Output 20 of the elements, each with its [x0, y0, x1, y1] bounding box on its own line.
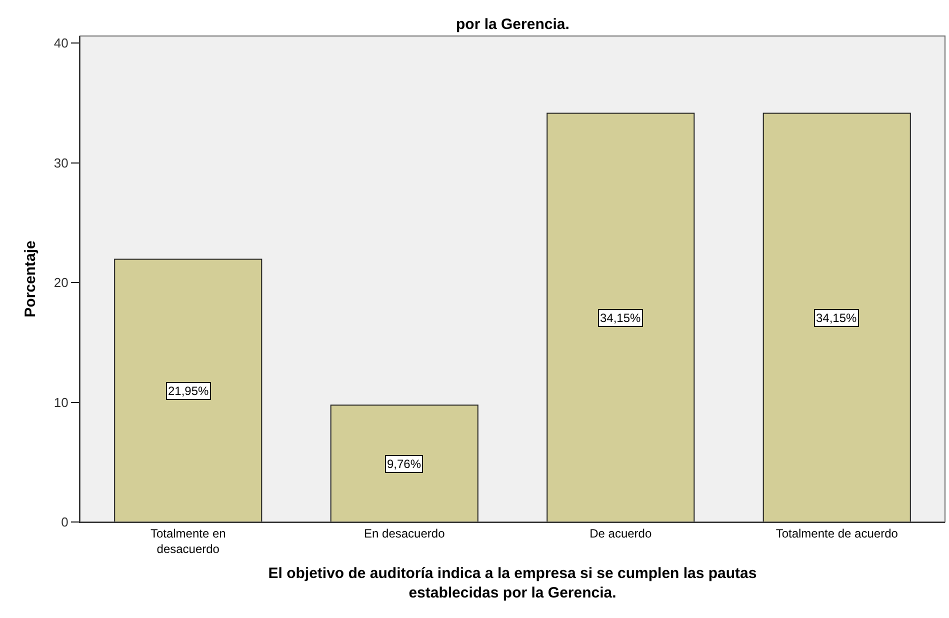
- bar: [330, 404, 478, 522]
- y-tick-label: 10: [54, 394, 68, 410]
- y-tick-label: 0: [61, 514, 68, 530]
- bar: [546, 112, 695, 522]
- data-label: 34,15%: [816, 311, 858, 325]
- x-tick-label: Totalmente en desacuerdo: [150, 526, 226, 556]
- y-tick-label: 40: [54, 36, 68, 51]
- data-label: 21,95%: [168, 384, 210, 398]
- x-axis-title: El objetivo de auditoría indica a la empresa si se cumplen las pautas establecidas por la Gerencia.: [268, 565, 757, 602]
- data-label: 34,15%: [600, 311, 642, 325]
- y-tick-label: 20: [54, 275, 68, 290]
- bar: [114, 258, 262, 522]
- data-label: 9,76%: [387, 457, 422, 471]
- y-tick-label: 30: [54, 155, 68, 170]
- chart-title: por la Gerencia.: [456, 16, 570, 33]
- x-tick-label: Totalmente de acuerdo: [776, 526, 898, 540]
- x-tick-label: En desacuerdo: [364, 526, 446, 540]
- bar: [762, 112, 911, 522]
- y-axis-title: Porcentaje: [22, 240, 40, 318]
- x-tick-label: De acuerdo: [590, 526, 652, 540]
